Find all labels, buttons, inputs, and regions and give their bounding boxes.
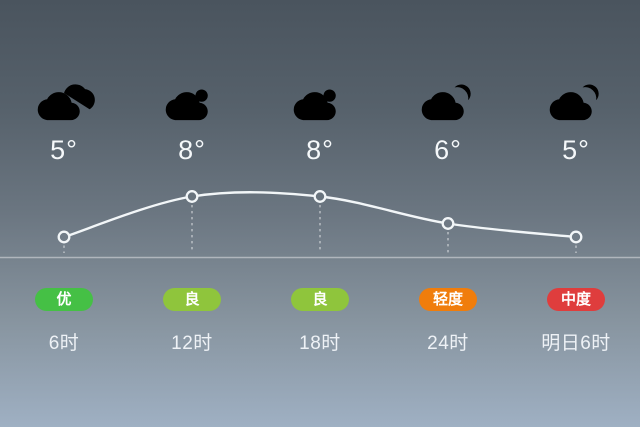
data-point-marker — [313, 190, 327, 203]
temperature-value: 8° — [306, 134, 334, 165]
aqi-badges-row: 优 良 良 轻度 中度 — [0, 288, 640, 311]
time-label: 明日6时 — [541, 332, 611, 354]
aqi-badge: 良 — [291, 288, 349, 311]
time-label: 18时 — [299, 332, 341, 354]
time-label: 6时 — [48, 332, 80, 354]
time-label: 24时 — [427, 332, 469, 354]
aqi-badge: 优 — [35, 288, 93, 311]
temperature-value: 8° — [178, 134, 206, 165]
aqi-badge: 良 — [163, 288, 221, 311]
data-point-marker — [441, 217, 455, 230]
temperature-value: 5° — [562, 134, 590, 165]
aqi-badge: 中度 — [547, 288, 605, 311]
temperatures-row: 5° 8° 8° 6° 5° — [0, 133, 640, 167]
time-labels-row: 6时 12时 18时 24时 明日6时 — [0, 329, 640, 354]
time-label: 12时 — [171, 332, 213, 354]
aqi-badge: 轻度 — [419, 288, 477, 311]
data-point-marker — [57, 230, 71, 244]
data-point-marker — [185, 190, 199, 203]
temperature-value: 6° — [434, 134, 462, 165]
data-point-marker — [569, 230, 583, 244]
temperature-value: 5° — [50, 134, 78, 165]
